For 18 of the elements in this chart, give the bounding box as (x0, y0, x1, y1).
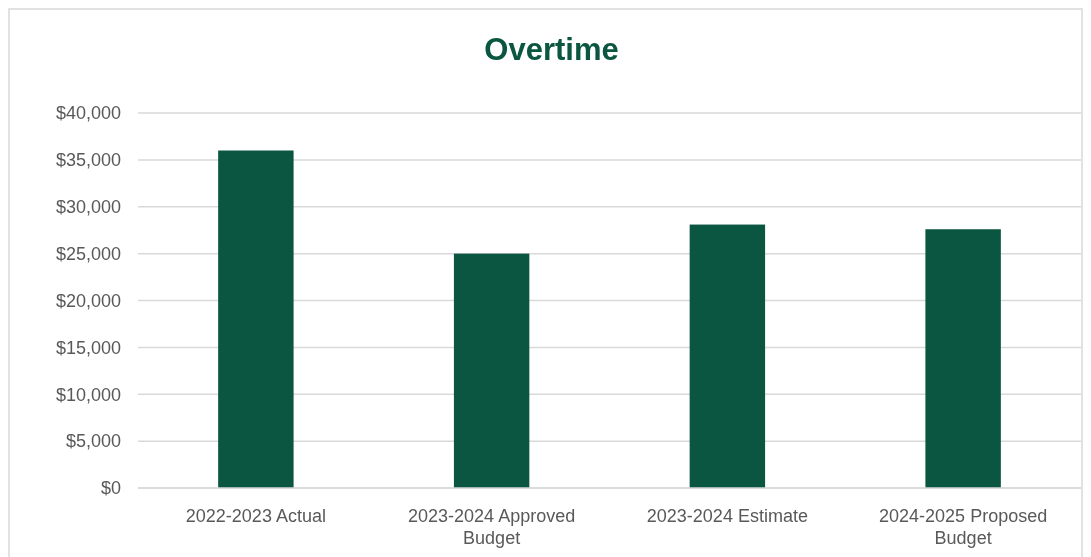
chart-title: Overtime (484, 32, 619, 67)
bar (925, 229, 1001, 488)
bar (689, 224, 766, 488)
x-tick-label: 2023-2024 Approved Budget (408, 506, 576, 548)
y-tick-label: $5,000 (65, 431, 121, 452)
y-tick-label: $0 (100, 478, 121, 499)
y-tick-label: $20,000 (55, 290, 121, 311)
y-tick-label: $25,000 (55, 243, 121, 264)
x-tick-label: 2024-2025 Proposed Budget (879, 506, 1048, 548)
x-tick-label: 2023-2024 Estimate (646, 506, 808, 526)
x-tick-label: 2022-2023 Actual (185, 506, 326, 526)
y-tick-label: $10,000 (55, 384, 121, 405)
y-tick-label: $30,000 (55, 197, 121, 218)
bar (218, 150, 294, 488)
y-tick-label: $40,000 (55, 103, 121, 124)
y-tick-label: $35,000 (55, 150, 121, 171)
bar (453, 253, 530, 488)
y-tick-label: $15,000 (55, 337, 121, 358)
